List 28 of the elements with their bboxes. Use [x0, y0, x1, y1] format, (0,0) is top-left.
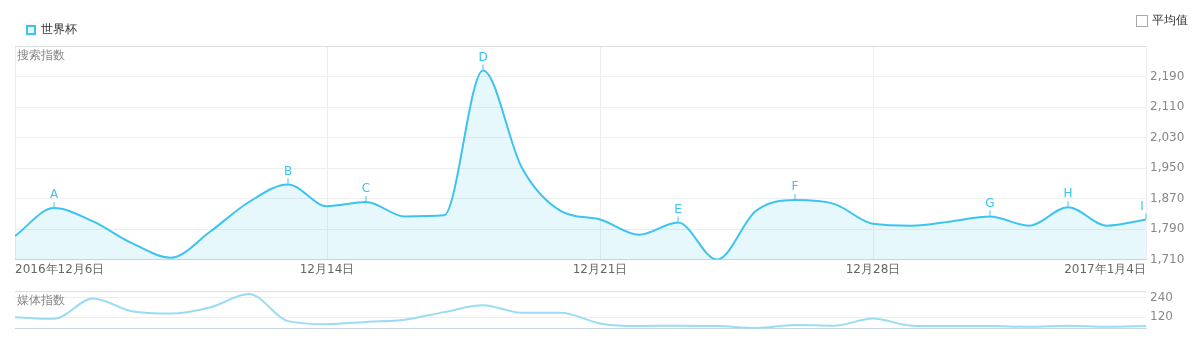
- annotation: G: [985, 195, 995, 210]
- y-tick-label: 2,030: [1150, 129, 1185, 144]
- x-tick-label: 12月14日: [299, 261, 355, 276]
- y-tick-label: 1,950: [1150, 160, 1185, 175]
- y-axis-title: 媒体指数: [17, 293, 65, 308]
- annotation: B: [283, 163, 293, 178]
- text: 平均值: [1152, 12, 1188, 29]
- x-tick-label: 2017年1月4日: [1064, 261, 1146, 276]
- annotation: D: [478, 49, 488, 64]
- legend-label: 世界杯: [41, 22, 77, 37]
- annotation: A: [49, 187, 59, 202]
- y-tick-label: 1,790: [1150, 221, 1185, 236]
- y-tick-label: 2,110: [1150, 99, 1185, 114]
- line-series: [15, 292, 1146, 329]
- annotation: C: [361, 181, 371, 196]
- y-tick-label: 240: [1150, 289, 1173, 304]
- annotation: E: [674, 201, 682, 216]
- annotation: I: [1140, 198, 1144, 213]
- annotation: H: [1063, 186, 1073, 201]
- y-axis-title: 搜索指数: [17, 48, 65, 63]
- x-tick-label: 2016年12月6日: [15, 261, 105, 276]
- y-tick-label: 1,870: [1150, 190, 1185, 205]
- y-tick-label: 120: [1150, 309, 1173, 324]
- y-tick-label: 1,710: [1150, 251, 1185, 266]
- x-tick-label: 12月28日: [845, 261, 901, 276]
- x-tick-label: 12月21日: [572, 261, 628, 276]
- annotation: F: [791, 179, 799, 194]
- y-tick-label: 2,190: [1150, 68, 1185, 83]
